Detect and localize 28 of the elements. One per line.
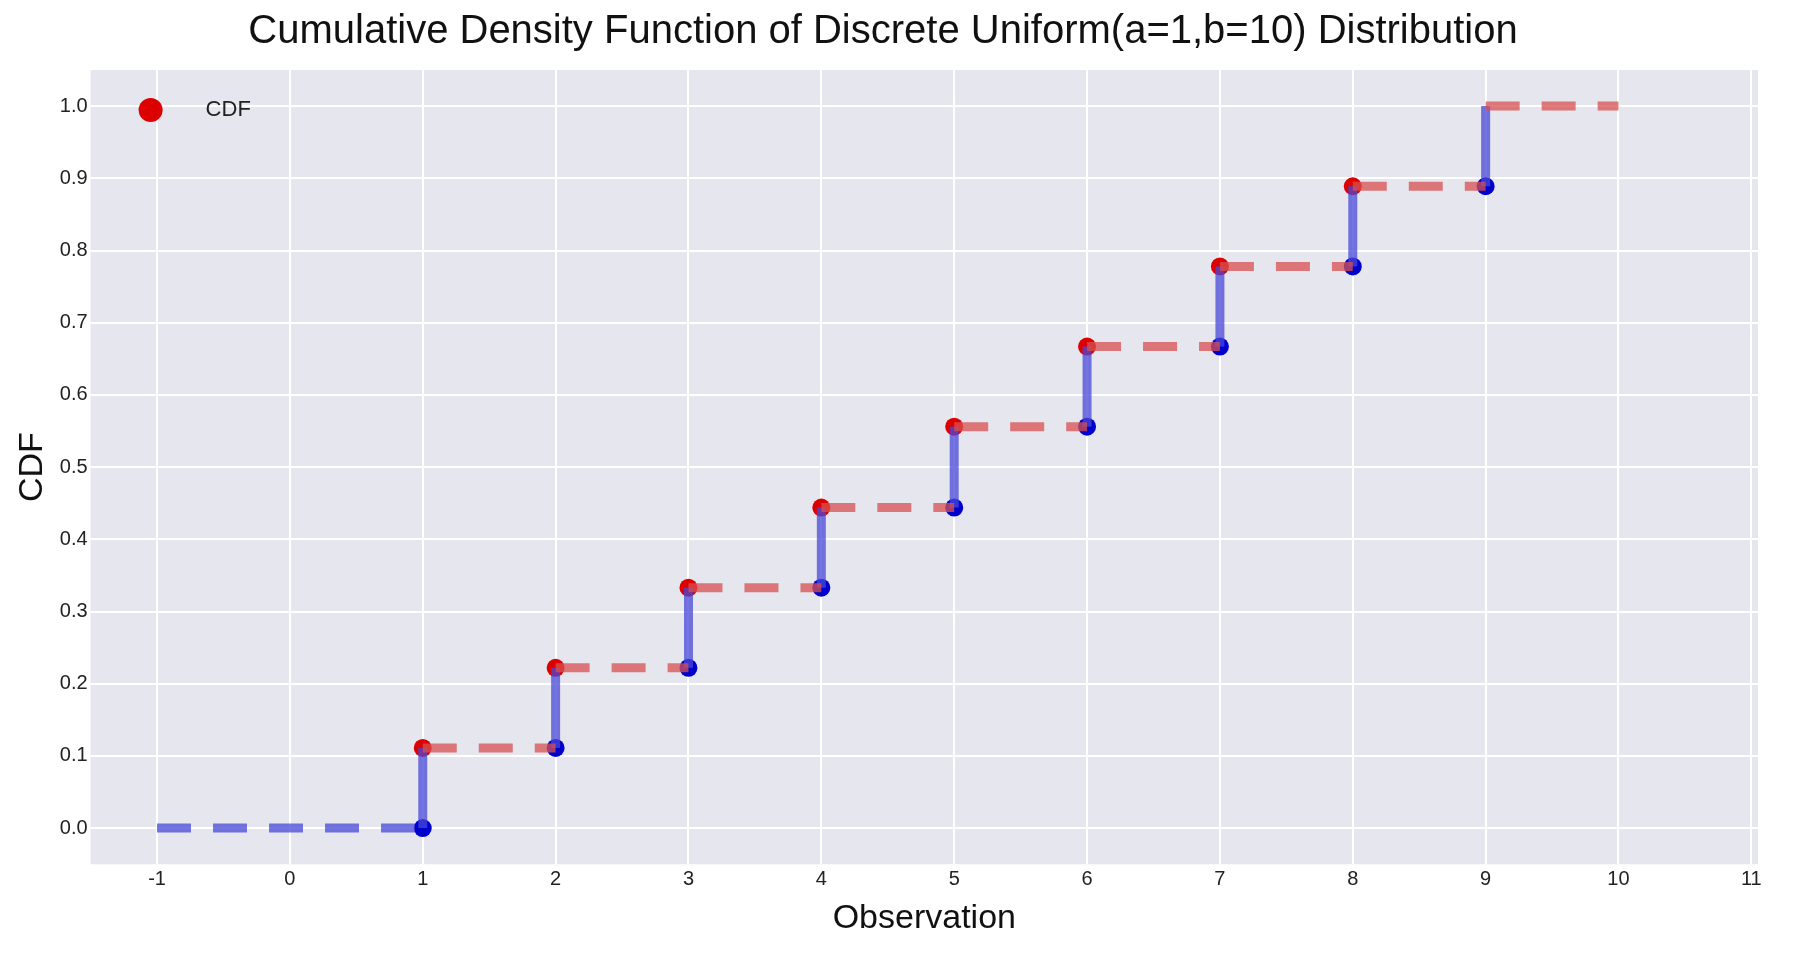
- y-tick-label: 0.8: [59, 238, 88, 261]
- x-tick-label: 6: [1081, 866, 1093, 889]
- y-tick-label: 0.9: [59, 165, 88, 188]
- y-tick-label: 0.0: [59, 815, 88, 838]
- x-tick-label: 9: [1480, 866, 1492, 889]
- x-tick-label: 5: [948, 866, 960, 889]
- y-axis-title: CDF: [10, 432, 49, 503]
- x-tick-label: 7: [1214, 866, 1226, 889]
- y-tick-label: 0.6: [59, 382, 88, 405]
- x-tick-label: 8: [1347, 866, 1359, 889]
- y-tick-label: 0.5: [59, 454, 88, 477]
- x-tick-label: 0: [284, 866, 296, 889]
- y-tick-label: 0.7: [59, 310, 88, 333]
- x-tick-label: 4: [815, 866, 827, 889]
- y-tick-label: 0.3: [59, 599, 88, 622]
- y-tick-label: 0.2: [59, 671, 88, 694]
- chart-title: Cumulative Density Function of Discrete Uniform(a=1,b=10) Distribution: [248, 7, 1518, 52]
- y-tick-label: 0.1: [59, 743, 88, 766]
- y-tick-label: 0.4: [59, 526, 88, 549]
- x-tick-label: 3: [682, 866, 695, 889]
- y-tick-label: 1.0: [59, 93, 88, 116]
- legend-label: CDF: [205, 96, 251, 122]
- x-axis-title: Observation: [832, 896, 1016, 935]
- x-tick-label: 1: [417, 866, 429, 889]
- x-tick-label: 2: [550, 866, 562, 889]
- x-tick-label: 11: [1740, 866, 1762, 889]
- x-tick-label: 10: [1607, 866, 1630, 889]
- x-tick-label: -1: [148, 866, 166, 889]
